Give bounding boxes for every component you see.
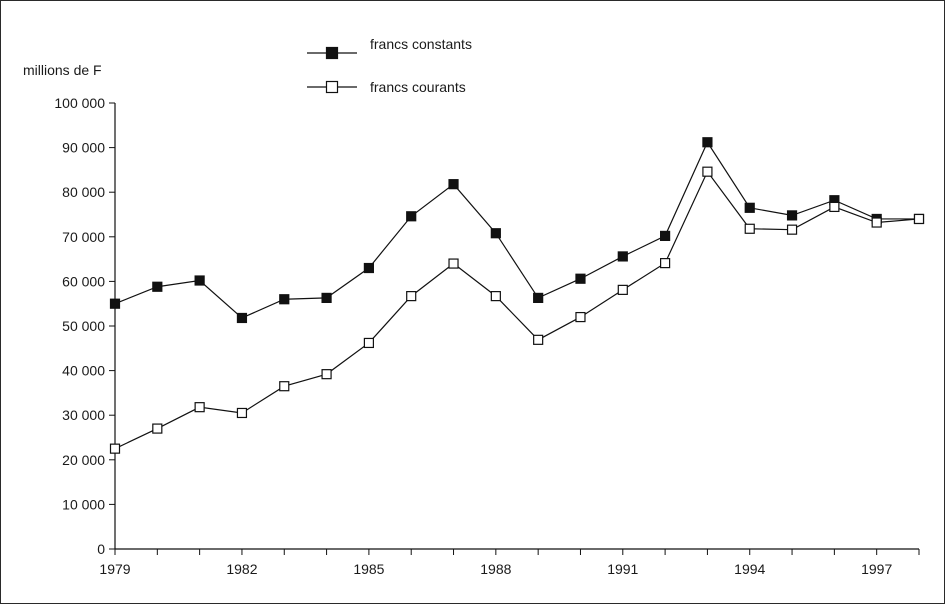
- y-tick-label: 70 000: [62, 229, 105, 245]
- legend-marker: [325, 80, 339, 94]
- data-point-constants: [490, 228, 501, 239]
- y-tick-label: 0: [97, 541, 105, 557]
- x-axis-ticks: 1979 1982 1985 1988 1991 1994 1997: [99, 549, 920, 577]
- data-point-courants: [533, 334, 544, 345]
- y-axis-ticks: 0 10 000 20 000 30 000 40 000 50 000 60 000 70 …: [54, 95, 115, 557]
- y-axis-unit-label: millions de F: [23, 62, 102, 78]
- x-tick-label: 1982: [226, 561, 257, 577]
- data-point-courants: [321, 369, 332, 380]
- data-point-courants: [406, 291, 417, 302]
- data-point-constants: [744, 202, 755, 213]
- data-point-courants: [660, 258, 671, 269]
- data-point-constants: [660, 230, 671, 242]
- data-point-courants: [236, 407, 248, 419]
- y-tick-label: 20 000: [62, 452, 105, 468]
- x-tick-label: 1988: [480, 561, 511, 577]
- series-lines: [114, 140, 920, 450]
- data-point-constants: [363, 262, 374, 274]
- data-point-courants: [194, 402, 205, 413]
- data-point-courants: [109, 443, 121, 454]
- series-line-constants: [114, 140, 919, 319]
- y-tick-label: 80 000: [62, 184, 105, 200]
- y-tick-label: 90 000: [62, 140, 105, 156]
- data-point-courants: [871, 217, 882, 228]
- legend: francs constants francs courants: [307, 36, 472, 95]
- data-point-constants: [533, 292, 544, 304]
- data-point-constants: [575, 273, 586, 284]
- legend-item-courants: francs courants: [307, 79, 466, 95]
- data-point-courants: [913, 213, 925, 225]
- data-point-constants: [702, 137, 713, 148]
- data-point-constants: [617, 251, 628, 262]
- y-tick-label: 60 000: [62, 273, 105, 289]
- x-tick-label: 1994: [734, 561, 765, 577]
- data-point-constants: [194, 275, 205, 286]
- data-point-courants: [744, 223, 755, 234]
- x-tick-label: 1979: [99, 561, 130, 577]
- y-tick-label: 10 000: [62, 496, 105, 512]
- data-point-courants: [829, 201, 840, 213]
- legend-label: francs courants: [370, 79, 466, 95]
- axes: [114, 103, 919, 550]
- series-points: [109, 137, 925, 454]
- data-point-constants: [279, 294, 290, 305]
- data-point-constants: [109, 298, 121, 309]
- x-tick-label: 1991: [607, 561, 638, 577]
- data-point-constants: [321, 292, 332, 304]
- y-tick-label: 30 000: [62, 407, 105, 423]
- data-point-courants: [490, 291, 501, 302]
- data-point-courants: [617, 284, 628, 295]
- data-point-constants: [786, 210, 798, 221]
- data-point-courants: [152, 423, 163, 434]
- legend-label: francs constants: [370, 36, 472, 52]
- data-point-courants: [363, 337, 374, 349]
- data-point-courants: [702, 166, 713, 177]
- data-point-courants: [575, 311, 586, 323]
- legend-item-constants: francs constants: [307, 36, 472, 60]
- x-tick-label: 1997: [861, 561, 892, 577]
- data-point-constants: [152, 281, 163, 292]
- y-tick-label: 50 000: [62, 318, 105, 334]
- data-point-courants: [786, 224, 798, 235]
- data-point-courants: [279, 381, 290, 392]
- y-tick-label: 100 000: [54, 95, 105, 111]
- legend-marker: [325, 46, 339, 60]
- data-point-constants: [406, 211, 417, 222]
- x-tick-label: 1985: [353, 561, 384, 577]
- series-line-courants: [114, 170, 920, 450]
- data-point-constants: [236, 312, 248, 324]
- data-point-constants: [448, 179, 459, 190]
- y-tick-label: 40 000: [62, 363, 105, 379]
- data-point-courants: [448, 258, 459, 269]
